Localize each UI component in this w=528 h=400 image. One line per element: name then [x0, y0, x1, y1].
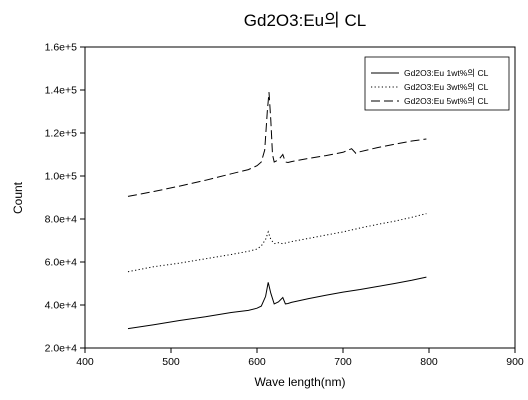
- y-tick-label: 4.0e+4: [45, 300, 78, 312]
- x-tick-label: 900: [506, 356, 524, 368]
- y-tick-label: 1.6e+5: [45, 42, 78, 54]
- series-line-3: [127, 92, 427, 197]
- series-line-1: [127, 276, 427, 330]
- x-tick-label: 700: [334, 356, 352, 368]
- y-axis-label: Count: [11, 181, 25, 214]
- y-axis-ticks: 2.0e+4 4.0e+4 6.0e+4 8.0e+4 1.0e+5 1.2e+5 1.4e…: [45, 42, 85, 355]
- y-tick-label: 1.0e+5: [45, 171, 78, 183]
- series-lines: [127, 92, 427, 330]
- x-axis-label: Wave length(nm): [255, 375, 346, 389]
- x-tick-label: 500: [162, 356, 180, 368]
- y-tick-label: 8.0e+4: [45, 214, 78, 226]
- y-tick-label: 1.2e+5: [45, 128, 78, 140]
- y-tick-label: 1.4e+5: [45, 85, 78, 97]
- x-tick-label: 800: [420, 356, 438, 368]
- x-tick-label: 400: [76, 356, 94, 368]
- legend-label-1: Gd2O3:Eu 1wt%의 CL: [404, 68, 489, 78]
- plot-area-frame: [84, 46, 516, 349]
- y-tick-label: 2.0e+4: [45, 343, 78, 355]
- x-tick-label: 600: [248, 356, 266, 368]
- y-tick-label: 6.0e+4: [45, 257, 78, 269]
- legend-label-3: Gd2O3:Eu 5wt%의 CL: [404, 96, 489, 106]
- chart-title: Gd2O3:Eu의 CL: [244, 11, 366, 30]
- series-line-2: [127, 213, 427, 273]
- legend-label-2: Gd2O3:Eu 3wt%의 CL: [404, 82, 489, 92]
- x-axis-ticks: 400 500 600 700 800 900: [76, 348, 524, 368]
- legend: Gd2O3:Eu 1wt%의 CL Gd2O3:Eu 3wt%의 CL Gd2O3:…: [364, 56, 510, 111]
